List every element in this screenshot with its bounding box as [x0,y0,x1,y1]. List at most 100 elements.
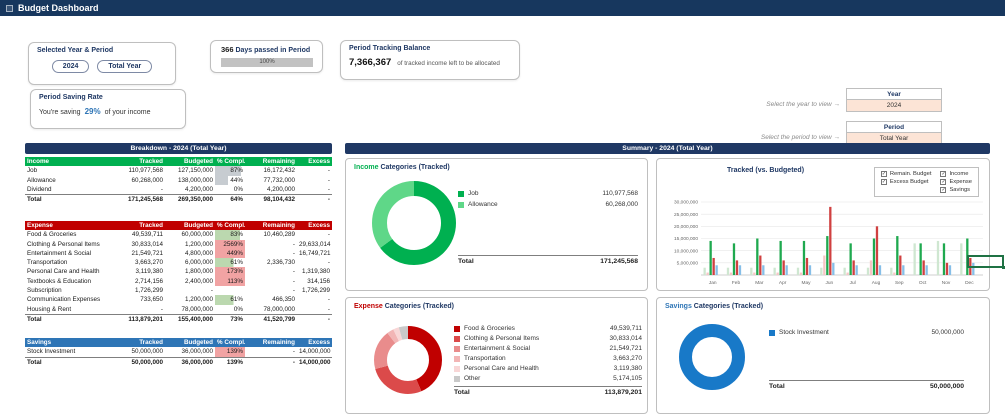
table-cell: Entertainment & Social [27,249,92,257]
column-header: Budgeted [183,222,213,229]
legend-checkbox[interactable]: ✓ Savings [940,187,972,193]
table-row: Entertainment & Social 21,549,721 4,800,00… [25,248,332,259]
table-cell: Textbooks & Education [27,277,92,285]
table-cell: - [292,348,295,356]
legend-label: Clothing & Personal Items [464,335,540,342]
column-header: % Compl. [217,339,245,346]
svg-text:Mar: Mar [755,280,764,286]
legend-checkbox[interactable]: ✓ Remain. Budget [880,171,931,177]
period-selector-value[interactable]: Total Year [847,133,941,144]
checkbox-icon: ✓ [940,187,947,193]
table-cell: - [292,249,295,257]
expense-total-value: 113,879,201 [604,389,642,396]
table-cell: 87% [215,166,245,176]
table-cell: 113% [215,276,245,287]
table-cell: 2,714,156 [134,277,163,285]
table-cell: 1,200,000 [184,296,213,304]
table-cell: 73% [230,315,243,323]
income-table: Income Tracked Budgeted % Compl. Remaining Ex… [25,157,332,203]
summary-section-header: Summary - 2024 (Total Year) [345,143,990,154]
app-icon [6,4,13,12]
income-panel-title-rest: Categories (Tracked) [378,164,450,171]
table-cell: 41,520,799 [263,315,295,323]
income-donut-chart [372,181,456,270]
table-header-row: Income Tracked Budgeted % Compl. Remaining Ex… [25,157,332,167]
table-cell: Dividend [27,185,52,193]
saving-rate-title: Period Saving Rate [39,94,103,101]
app-title: Budget Dashboard [18,3,99,13]
income-panel-title-prefix: Income [354,164,379,171]
year-button[interactable]: 2024 [51,60,90,73]
table-cell: 4,200,000 [184,185,213,193]
table-cell: 449% [215,248,245,259]
table-row: Communication Expenses 733,650 1,200,000 61… [25,295,332,305]
table-header-row: Savings Tracked Budgeted % Compl. Remaining E… [25,338,332,348]
legend-value: 50,000,000 [931,329,964,336]
table-cell: 36,000,000 [181,358,213,366]
table-cell: 78,000,000 [181,305,213,313]
column-header: Tracked [139,339,163,346]
income-total-label: Total [458,258,474,265]
period-selector[interactable]: Period Total Year [846,121,942,145]
table-cell: 49,539,711 [131,231,163,239]
income-donut-legend: Job 110,977,568 Allowance 60,268,000 [458,189,638,209]
svg-text:Dec: Dec [965,280,974,286]
table-header-row: Expense Tracked Budgeted % Compl. Remaining E… [25,221,332,231]
legend-checkbox[interactable]: ✓ Expense [940,179,972,185]
legend-checkbox[interactable]: ✓ Income [940,171,972,177]
table-cell: 0% [233,185,243,193]
checkbox-icon: ✓ [880,171,887,177]
savings-categories-panel: Savings Categories (Tracked) Stock Inves… [656,297,990,414]
table-cell: 4,200,000 [266,185,295,193]
table-cell: Subscription [27,287,62,295]
table-cell: 2569% [215,239,245,249]
table-cell: 29,633,014 [299,240,331,248]
table-cell: Total [27,358,42,366]
table-cell: 127,150,000 [177,167,213,175]
column-header: Remaining [262,339,295,346]
table-cell: 466,350 [272,296,295,304]
table-cell: 733,650 [140,296,163,304]
legend-value: 49,539,711 [609,325,642,332]
table-cell: Personal Care and Health [27,268,100,276]
table-cell: - [327,167,330,175]
saving-rate-value: 29% [84,107,101,116]
legend-checkbox[interactable]: ✓ Excess Budget [880,179,932,185]
period-selector-hint: Select the period to view → [760,134,840,141]
svg-text:Apr: Apr [779,280,787,286]
table-cell: 3,119,380 [135,268,163,276]
legend-item: Allowance 60,268,000 [458,200,638,209]
savings-panel-title-prefix: Savings [665,303,692,310]
legend-value: 110,977,568 [602,190,638,197]
table-cell: - [210,287,213,295]
expense-panel-title-rest: Categories (Tracked) [382,303,454,310]
table-cell: Transportation [27,259,68,267]
selected-cell[interactable] [967,255,1005,269]
table-cell: 314,156 [307,277,330,285]
svg-text:Jun: Jun [825,280,833,286]
legend-item: Job 110,977,568 [458,189,638,198]
saving-rate-prefix: You're saving [39,109,81,116]
table-cell: - [292,287,295,295]
legend-label: Stock Investment [779,329,829,336]
year-selector-value[interactable]: 2024 [847,100,941,111]
savings-total-value: 50,000,000 [929,383,964,390]
table-row: Job 110,977,568 127,150,000 87% 16,172,432 - [25,166,332,176]
table-cell: 6,000,000 [184,259,213,267]
table-total-row: Total 113,879,201 155,400,000 73% 41,520,799… [25,313,332,323]
table-row: Textbooks & Education 2,714,156 2,400,000 1… [25,276,332,287]
period-button[interactable]: Total Year [97,60,153,73]
table-cell: 77,732,000 [263,176,295,184]
checkbox-icon: ✓ [880,179,887,185]
legend-value: 5,174,105 [613,375,642,382]
legend-swatch [454,375,460,382]
svg-text:10,000,000: 10,000,000 [674,248,698,254]
table-cell: 113,879,201 [128,315,163,323]
legend-value: 3,663,270 [613,355,642,362]
year-selector[interactable]: Year 2024 [846,88,942,112]
income-categories-panel: Income Categories (Tracked) Job 110,977,5… [345,158,648,291]
column-header: Income [27,158,50,165]
days-passed-line: 366 Days passed in Period [221,45,312,54]
table-cell: 83% [215,230,245,240]
table-cell: Clothing & Personal Items [27,240,100,248]
